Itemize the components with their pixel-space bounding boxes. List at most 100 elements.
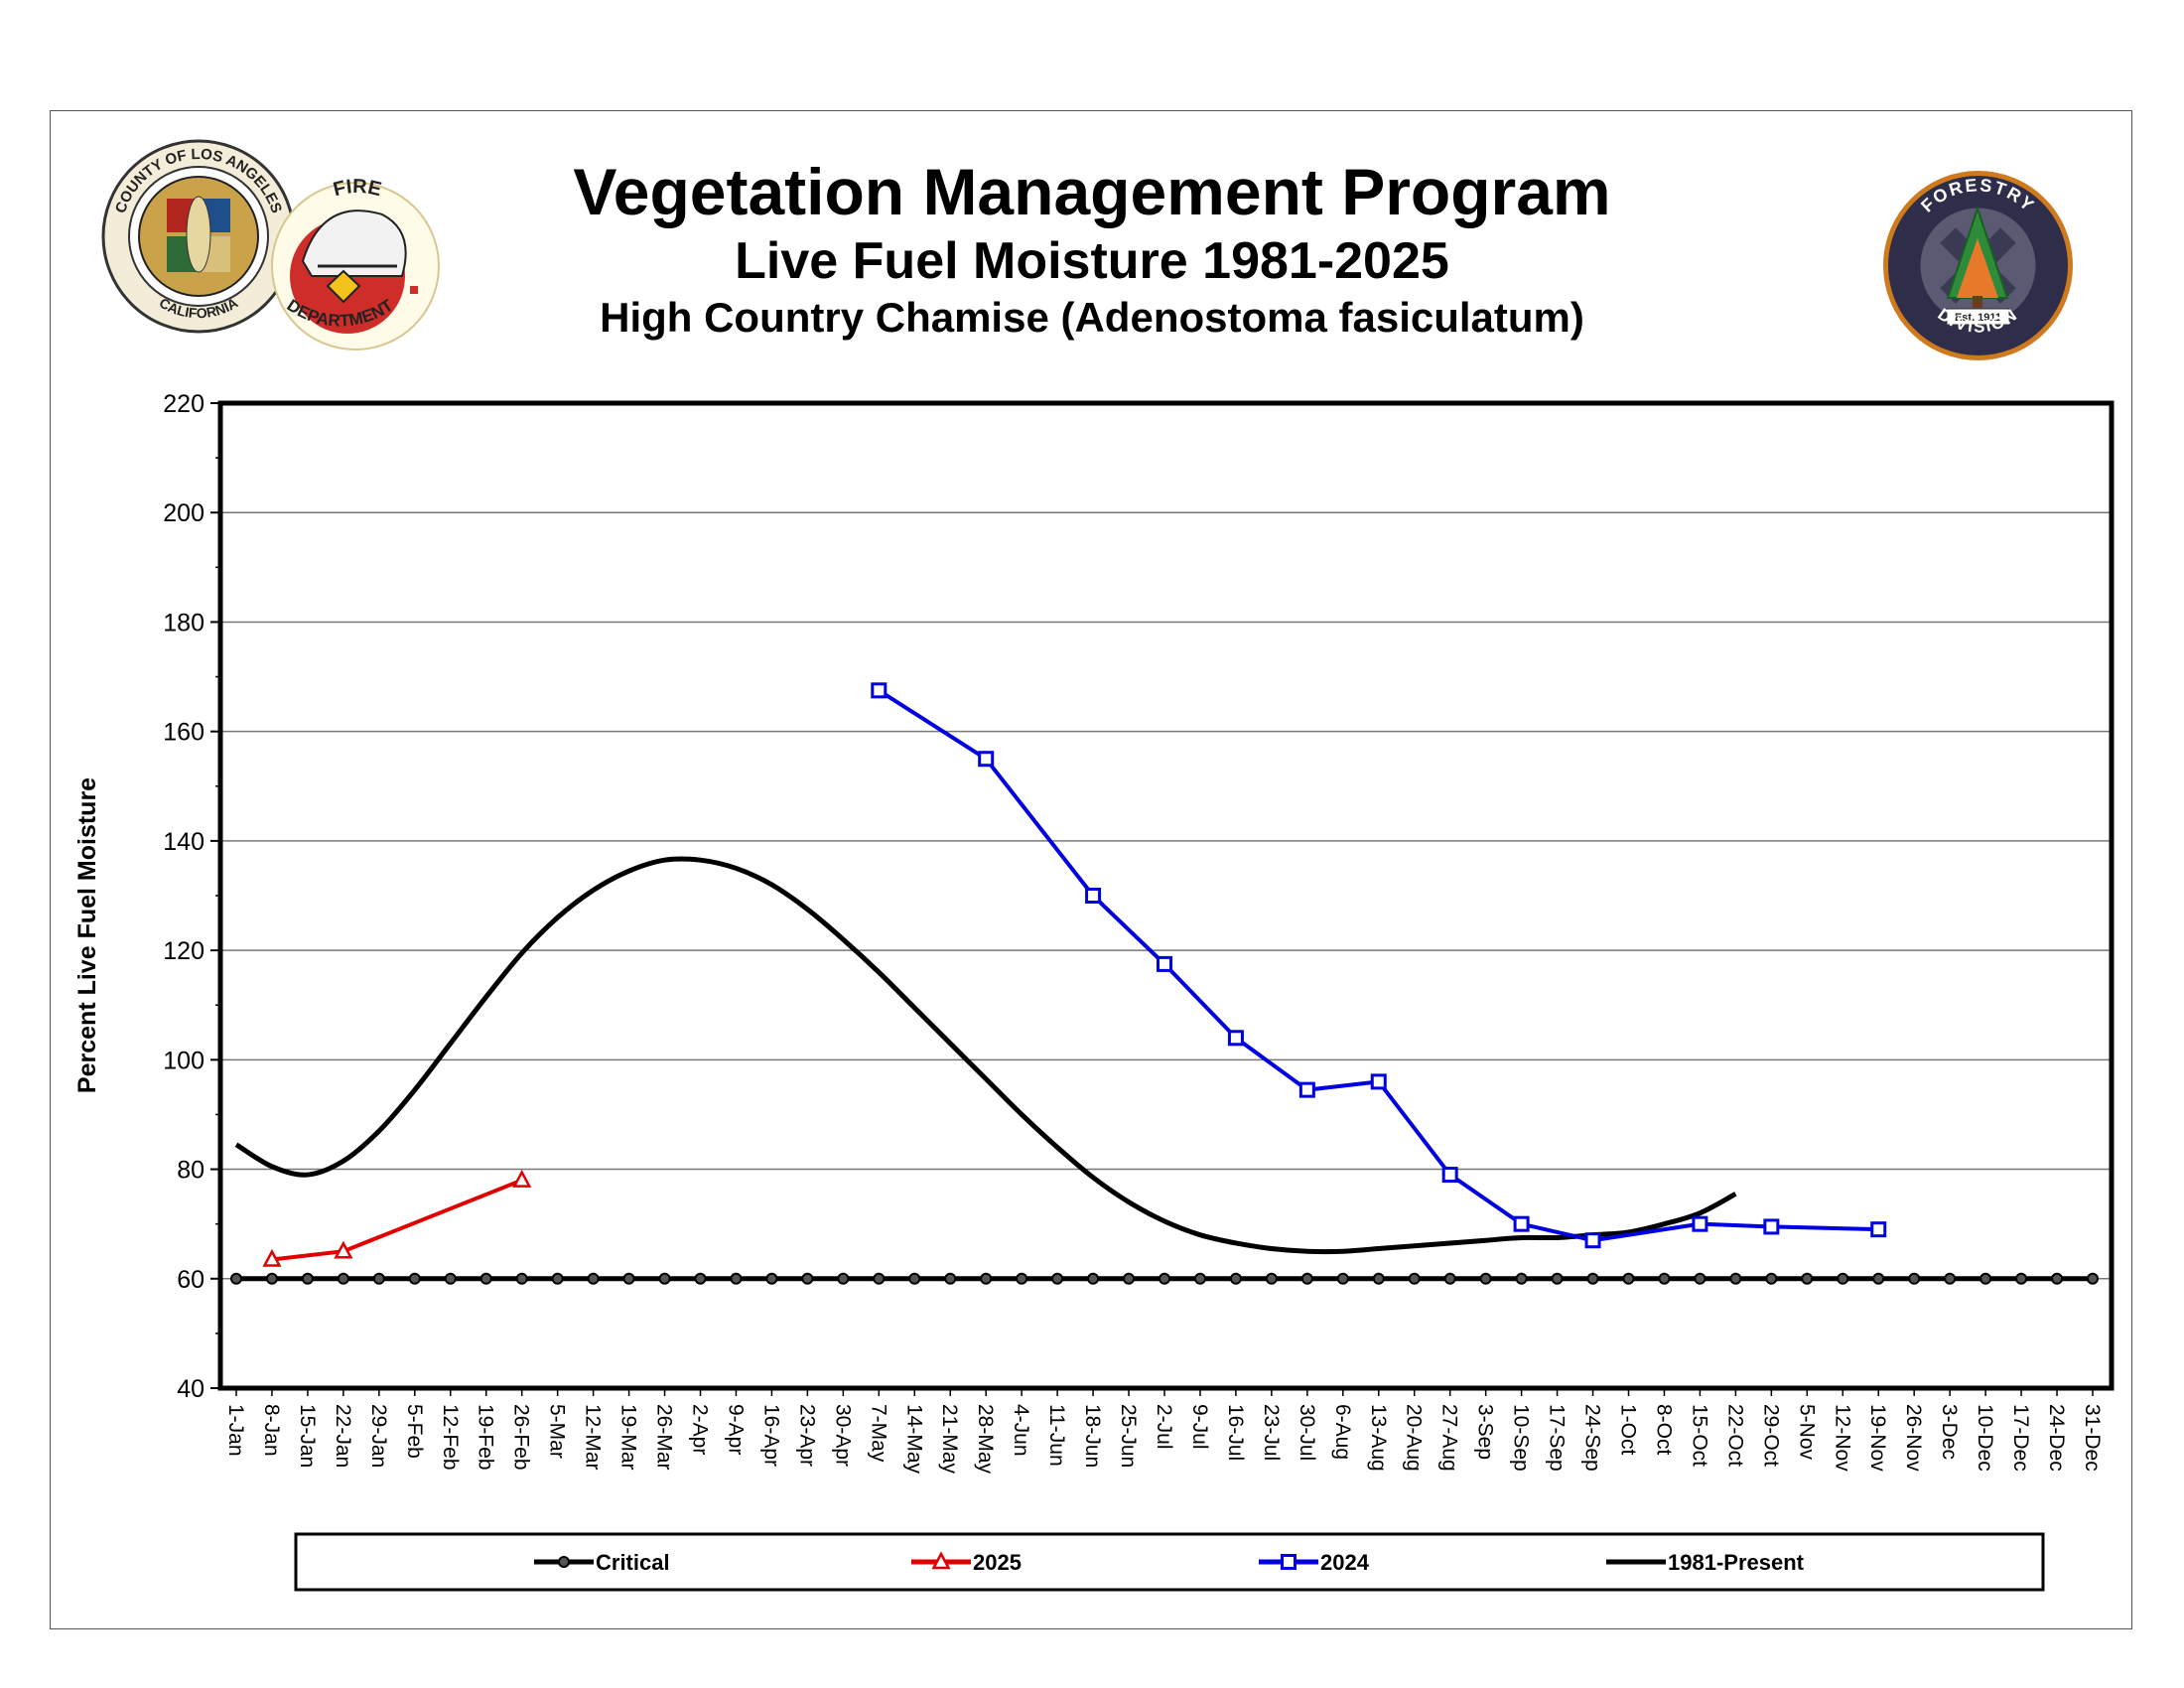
data-point-critical xyxy=(801,1272,814,1285)
data-point-2024 xyxy=(1763,1218,1780,1235)
fire-helmet-icon: FIRE DEPARTMENT xyxy=(271,176,440,351)
data-point-critical xyxy=(444,1272,457,1285)
data-point-critical xyxy=(515,1272,528,1285)
legend-marker-critical xyxy=(558,1556,570,1568)
legend-label-2024: 2024 xyxy=(1320,1550,1370,1575)
data-point-2024 xyxy=(1085,888,1102,904)
legend-marker-2025 xyxy=(931,1551,951,1570)
data-point-critical xyxy=(1979,1272,1992,1285)
data-point-critical xyxy=(1729,1272,1742,1285)
data-point-2024 xyxy=(871,682,887,699)
x-tick-label: 26-Nov xyxy=(1902,1404,1925,1472)
series-1981-present xyxy=(234,856,1737,1255)
x-tick-label: 3-Dec xyxy=(1938,1404,1961,1460)
data-point-critical xyxy=(230,1272,242,1285)
data-point-critical xyxy=(372,1272,385,1285)
series-2025 xyxy=(262,1169,532,1267)
data-point-critical xyxy=(1016,1272,1028,1285)
x-tick-label: 20-Aug xyxy=(1403,1404,1426,1472)
y-tick-label: 220 xyxy=(163,390,205,418)
legend-label-1981-present: 1981-Present xyxy=(1668,1550,1805,1575)
series-line-2025 xyxy=(271,1178,523,1262)
data-point-critical xyxy=(1837,1272,1849,1285)
county-seal-icon: COUNTY OF LOS ANGELES CALIFORNIA xyxy=(101,139,296,334)
data-point-critical xyxy=(551,1272,564,1285)
data-point-critical xyxy=(1123,1272,1136,1285)
y-tick-label: 180 xyxy=(163,609,205,636)
x-tick-label: 2-Apr xyxy=(689,1404,712,1455)
data-point-critical xyxy=(337,1272,349,1285)
data-point-critical xyxy=(301,1272,314,1285)
x-tick-label: 9-Jul xyxy=(1188,1404,1211,1450)
legend-label-critical: Critical xyxy=(596,1550,670,1575)
x-tick-label: 17-Sep xyxy=(1546,1404,1569,1472)
x-tick-label: 30-Apr xyxy=(831,1404,854,1467)
x-tick-label: 5-Nov xyxy=(1795,1404,1818,1461)
x-tick-label: 19-Mar xyxy=(617,1404,640,1471)
data-point-critical xyxy=(1087,1272,1100,1285)
grid-layer xyxy=(220,511,2112,1280)
x-tick-label: 29-Jan xyxy=(367,1404,390,1468)
x-tick-label: 30-Jul xyxy=(1296,1404,1318,1461)
data-point-critical xyxy=(980,1272,993,1285)
x-tick-label: 27-Aug xyxy=(1438,1404,1461,1472)
x-tick-label: 9-Apr xyxy=(724,1404,747,1455)
x-tick-label: 18-Jun xyxy=(1081,1404,1104,1468)
data-point-2024 xyxy=(1870,1221,1887,1238)
data-point-2024 xyxy=(1441,1167,1458,1184)
series-layer xyxy=(230,682,2099,1285)
data-point-critical xyxy=(408,1272,421,1285)
data-point-critical xyxy=(1622,1272,1635,1285)
fire-dept-top-text: FIRE xyxy=(331,176,383,201)
data-point-critical xyxy=(1479,1272,1492,1285)
x-tick-label: 1-Oct xyxy=(1617,1404,1640,1456)
data-point-critical xyxy=(1229,1272,1242,1285)
legend-label-2025: 2025 xyxy=(973,1550,1022,1575)
data-point-critical xyxy=(873,1272,886,1285)
x-tick-label: 21-May xyxy=(938,1404,961,1475)
x-tick-label: 8-Oct xyxy=(1652,1404,1675,1456)
plot-border xyxy=(217,400,2115,1391)
chart-subtitle: Live Fuel Moisture 1981-2025 xyxy=(735,232,1449,290)
data-point-critical xyxy=(2087,1272,2099,1285)
data-point-critical xyxy=(1051,1272,1064,1285)
x-tick-label: 12-Nov xyxy=(1831,1404,1853,1472)
x-tick-label: 22-Oct xyxy=(1723,1404,1746,1467)
chart-title: Vegetation Management Program xyxy=(573,155,1611,228)
data-point-critical xyxy=(1159,1272,1170,1285)
x-tick-label: 31-Dec xyxy=(2081,1404,2104,1472)
data-point-critical xyxy=(658,1272,671,1285)
data-point-critical xyxy=(1658,1272,1671,1285)
x-tick-label: 2-Jul xyxy=(1153,1404,1175,1450)
data-point-critical xyxy=(694,1272,707,1285)
y-tick-label: 60 xyxy=(177,1266,205,1294)
x-tick-label: 19-Nov xyxy=(1866,1404,1889,1472)
series-2024 xyxy=(871,682,1887,1249)
data-point-2024 xyxy=(1584,1232,1601,1249)
y-tick-label: 100 xyxy=(163,1047,205,1074)
tick-layer: 40 60 80 100 120 140 160 180 200 220 1-Jan 8-Jan 15-… xyxy=(163,390,2104,1475)
data-point-2024 xyxy=(1157,955,1172,972)
x-tick-label: 17-Dec xyxy=(2009,1404,2032,1472)
data-point-critical xyxy=(1336,1272,1349,1285)
y-tick-label: 140 xyxy=(163,828,205,856)
svg-text:FIRE: FIRE xyxy=(331,176,383,201)
x-tick-label: 23-Apr xyxy=(795,1404,818,1467)
data-point-critical xyxy=(1265,1272,1278,1285)
data-point-2024 xyxy=(1298,1081,1315,1098)
legend: Critical 2025 2024 1981-Present xyxy=(294,1532,2045,1592)
x-tick-label: 29-Oct xyxy=(1759,1404,1782,1467)
x-tick-label: 22-Jan xyxy=(332,1404,354,1468)
data-point-critical xyxy=(1765,1272,1778,1285)
x-tick-label: 10-Sep xyxy=(1510,1404,1533,1472)
data-point-critical xyxy=(837,1272,850,1285)
data-point-critical xyxy=(1694,1272,1706,1285)
data-point-critical xyxy=(730,1272,743,1285)
data-point-critical xyxy=(2051,1272,2064,1285)
data-point-critical xyxy=(2015,1272,2028,1285)
x-tick-label: 15-Oct xyxy=(1688,1404,1710,1467)
x-tick-label: 26-Feb xyxy=(510,1404,533,1471)
forestry-division-logo: Est. 1911 FORESTRY DIVISION xyxy=(1883,171,2073,360)
x-tick-label: 10-Dec xyxy=(1974,1404,1996,1472)
